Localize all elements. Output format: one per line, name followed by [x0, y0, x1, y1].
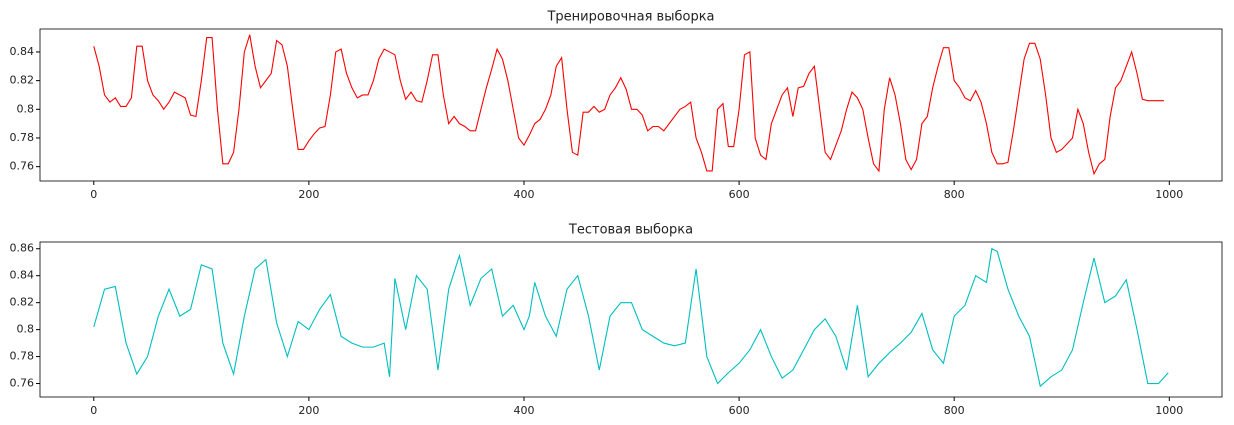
y-tick-label: 0.82 — [10, 296, 35, 309]
y-tick-label: 0.84 — [10, 45, 35, 58]
x-tick-label: 800 — [944, 188, 965, 201]
data-line — [93, 247, 1169, 388]
axes-frame — [39, 28, 1223, 182]
y-tick-label: 0.82 — [10, 74, 35, 87]
x-tick-label: 600 — [729, 188, 750, 201]
x-tick-label: 400 — [513, 404, 534, 417]
y-tick-label: 0.8 — [17, 323, 35, 336]
y-tick-label: 0.76 — [10, 160, 35, 173]
y-tick-label: 0.86 — [10, 242, 35, 255]
x-tick-label: 0 — [90, 188, 97, 201]
x-tick-label: 800 — [944, 404, 965, 417]
chart-title: Тестовая выборка — [568, 223, 693, 238]
axes-frame — [39, 241, 1223, 398]
x-tick-label: 1000 — [1155, 404, 1183, 417]
x-tick-label: 400 — [513, 188, 534, 201]
data-line — [93, 34, 1164, 176]
x-tick-label: 0 — [90, 404, 97, 417]
chart-title: Тренировочная выборка — [546, 10, 714, 25]
x-tick-label: 200 — [298, 404, 319, 417]
y-tick-label: 0.78 — [10, 350, 35, 363]
y-tick-label: 0.78 — [10, 131, 35, 144]
y-tick-label: 0.84 — [10, 269, 35, 282]
x-tick-label: 1000 — [1155, 188, 1183, 201]
y-tick-label: 0.8 — [17, 102, 35, 115]
x-tick-label: 600 — [729, 404, 750, 417]
y-tick-label: 0.76 — [10, 377, 35, 390]
x-tick-label: 200 — [298, 188, 319, 201]
